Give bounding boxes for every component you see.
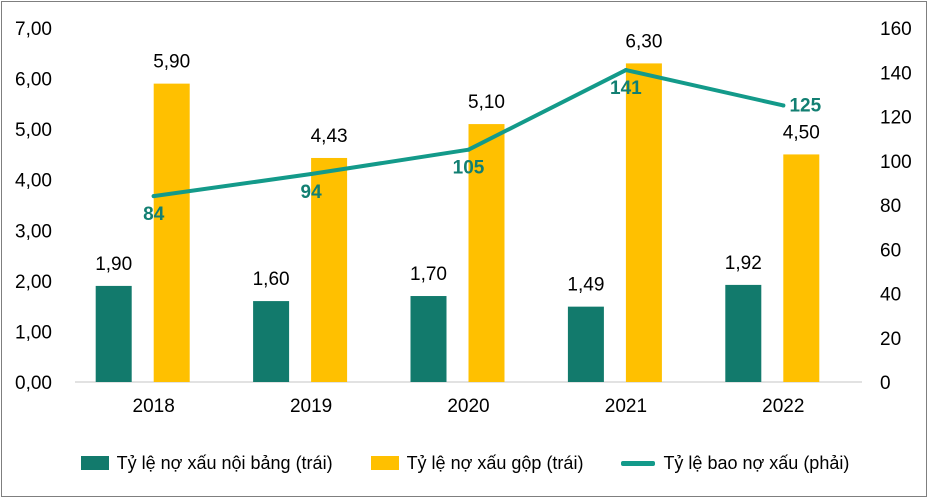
left-axis-tick: 0,00 — [15, 373, 52, 394]
legend-swatch-gop — [370, 456, 399, 470]
bar-noi-bang-2019 — [253, 301, 290, 382]
line-point-2019 — [309, 172, 314, 177]
left-axis-tick: 6,00 — [15, 70, 52, 91]
bar-gop-2021 — [625, 63, 662, 383]
bar-label-gop-2022: 4,50 — [783, 122, 820, 143]
legend-label-bao-no: Tỷ lệ bao nợ xấu (phải) — [663, 452, 850, 473]
right-axis-tick: 100 — [880, 152, 912, 173]
line-label-2021: 141 — [610, 78, 642, 99]
bar-gop-2022 — [783, 154, 820, 382]
bar-label-noi-bang-2020: 1,70 — [410, 264, 447, 285]
line-label-2020: 105 — [453, 158, 485, 179]
right-axis-tick: 160 — [880, 19, 912, 40]
legend: Tỷ lệ nợ xấu nội bảng (trái) Tỷ lệ nợ xấ… — [0, 448, 930, 478]
left-axis-tick: 5,00 — [15, 120, 52, 141]
bar-label-noi-bang-2018: 1,90 — [95, 254, 132, 275]
x-axis-tick: 2022 — [762, 396, 804, 417]
legend-swatch-bao-no — [621, 460, 656, 466]
line-point-2021 — [623, 68, 628, 73]
bar-gop-2019 — [311, 157, 348, 382]
right-axis-tick: 40 — [880, 285, 901, 306]
line-point-2018 — [151, 194, 156, 199]
legend-label-noi-bang: Tỷ lệ nợ xấu nội bảng (trái) — [116, 452, 333, 473]
bar-label-gop-2018: 5,90 — [153, 52, 190, 73]
right-axis-tick: 120 — [880, 108, 912, 129]
bar-gop-2020 — [468, 124, 505, 382]
legend-label-gop: Tỷ lệ nợ xấu gộp (trái) — [406, 452, 584, 473]
left-axis-tick: 4,00 — [15, 171, 52, 192]
bar-noi-bang-2021 — [567, 306, 604, 382]
bar-noi-bang-2018 — [95, 285, 132, 382]
x-axis-tick: 2019 — [290, 396, 332, 417]
legend-item-gop: Tỷ lệ nợ xấu gộp (trái) — [370, 452, 584, 474]
left-axis-tick: 3,00 — [15, 221, 52, 242]
legend-item-bao-no: Tỷ lệ bao nợ xấu (phải) — [621, 453, 849, 474]
bar-label-gop-2021: 6,30 — [625, 31, 662, 52]
left-axis-tick: 2,00 — [15, 272, 52, 293]
x-axis-tick: 2020 — [447, 396, 489, 417]
bar-label-gop-2020: 5,10 — [468, 92, 505, 113]
bar-noi-bang-2022 — [725, 284, 762, 382]
bar-label-noi-bang-2019: 1,60 — [253, 269, 290, 290]
bar-label-gop-2019: 4,43 — [311, 126, 348, 147]
line-point-2022 — [781, 103, 786, 108]
line-label-2022: 125 — [789, 95, 821, 116]
bar-label-noi-bang-2021: 1,49 — [567, 275, 604, 296]
legend-item-noi-bang: Tỷ lệ nợ xấu nội bảng (trái) — [80, 452, 333, 474]
line-label-2018: 84 — [143, 204, 165, 225]
x-axis-tick: 2021 — [605, 396, 647, 417]
x-axis-tick: 2018 — [133, 396, 175, 417]
bar-gop-2018 — [153, 83, 190, 382]
right-axis-tick: 140 — [880, 63, 912, 84]
right-axis-tick: 60 — [880, 240, 901, 261]
right-axis-tick: 80 — [880, 196, 901, 217]
bar-noi-bang-2020 — [410, 296, 447, 382]
left-axis-tick: 1,00 — [15, 322, 52, 343]
right-axis-tick: 0 — [880, 373, 891, 394]
left-axis-tick: 7,00 — [15, 19, 52, 40]
line-label-2019: 94 — [301, 182, 323, 203]
combo-chart: 0,00 1,00 2,00 3,00 4,00 5,00 6,00 7,00 0 20 40 60 8… — [15, 19, 912, 417]
right-axis-tick: 20 — [880, 329, 901, 350]
legend-swatch-noi-bang — [80, 456, 109, 470]
bar-label-noi-bang-2022: 1,92 — [725, 253, 762, 274]
line-point-2020 — [466, 147, 471, 152]
